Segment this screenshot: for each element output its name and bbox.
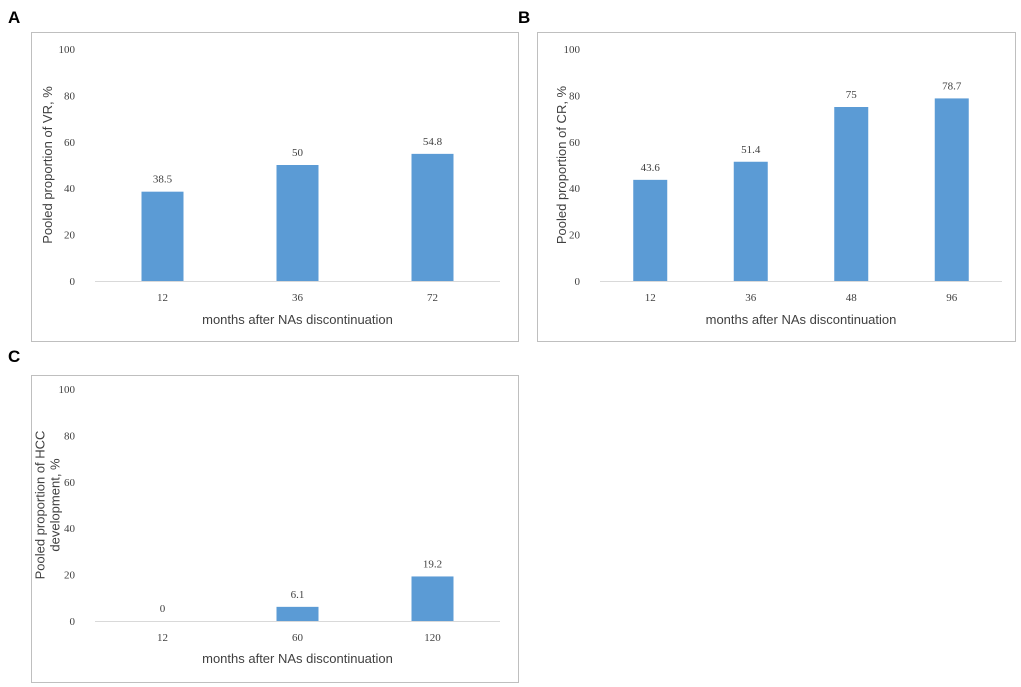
panel-c-xtick-12: 12 [157,632,168,644]
panel-c-ytick-20: 20 [64,570,76,582]
panel-b-data-label-12: 43.6 [641,162,661,174]
panel-c-ytick-40: 40 [64,523,76,535]
panel-b-xtick-48: 48 [846,292,858,304]
panel-b-bar-48 [834,107,869,281]
panel-c-data-label-60: 6.1 [291,589,305,601]
panel-a: A 0 20 40 60 80 100 38.5 12 50 36 54.8 72 months afte… [8,8,519,342]
panel-b-xtick-12: 12 [645,292,656,304]
panel-c-y-axis-title-line-2: development, % [48,458,63,552]
panel-c-xtick-60: 60 [292,632,304,644]
panel-b-ytick-100: 100 [564,44,581,56]
panel-b: B 0 20 40 60 80 100 43.6 12 51.4 36 75 48 78.7 96 month… [518,8,1016,342]
panel-b-y-axis-title-line-1: Pooled proportion of CR, % [554,85,569,244]
panel-b-bar-96 [934,98,969,281]
panel-b-data-label-96: 78.7 [942,80,962,92]
panel-a-ytick-80: 80 [64,90,76,102]
panel-c-ytick-60: 60 [64,477,76,489]
panel-c-y-axis-title-line-1: Pooled proportion of HCC [33,431,48,580]
panel-b-xtick-96: 96 [946,292,958,304]
panel-a-letter: A [8,8,20,27]
panel-b-ytick-40: 40 [569,183,581,195]
panel-a-ytick-40: 40 [64,183,76,195]
panel-c: C 0 20 40 60 80 100 0 12 6.1 60 19.2 120 months after… [8,347,519,683]
panel-c-data-label-12: 0 [160,603,166,615]
panel-a-data-label-36: 50 [292,147,304,159]
panel-b-data-label-36: 51.4 [741,144,761,156]
panel-b-bar-12 [633,179,668,281]
panel-b-x-axis-title: months after NAs discontinuation [706,312,897,327]
panel-a-data-label-12: 38.5 [153,174,173,186]
panel-a-xtick-12: 12 [157,292,168,304]
panel-c-frame [31,375,519,683]
panel-c-data-label-120: 19.2 [423,558,442,570]
panel-a-bar-36 [276,165,319,281]
panel-a-data-label-72: 54.8 [423,136,443,148]
panel-c-ytick-100: 100 [59,384,76,396]
panel-c-letter: C [8,347,20,366]
panel-a-ytick-100: 100 [59,44,76,56]
panel-b-ytick-80: 80 [569,90,581,102]
panel-a-x-axis-title: months after NAs discontinuation [202,312,393,327]
panel-a-ytick-60: 60 [64,137,76,149]
panel-b-xtick-36: 36 [745,292,757,304]
panel-a-xtick-72: 72 [427,292,438,304]
panel-a-ytick-0: 0 [70,276,76,288]
panel-b-ytick-20: 20 [569,230,581,242]
panel-b-bar-36 [733,161,768,281]
panel-b-letter: B [518,8,530,27]
panel-b-ytick-0: 0 [575,276,581,288]
panel-c-bar-120 [411,576,454,621]
panel-c-ytick-0: 0 [70,616,76,628]
panel-a-bar-12 [141,191,184,281]
panel-c-x-axis-title: months after NAs discontinuation [202,651,393,666]
panel-a-y-axis-title-line-1: Pooled proportion of VR, % [40,86,55,244]
panel-c-bar-60 [276,606,319,621]
panel-b-ytick-60: 60 [569,137,581,149]
panel-c-xtick-120: 120 [424,632,441,644]
panel-a-ytick-20: 20 [64,230,76,242]
panel-c-ytick-80: 80 [64,430,76,442]
panel-a-xtick-36: 36 [292,292,304,304]
panel-b-data-label-48: 75 [846,89,858,101]
panel-a-bar-72 [411,153,454,281]
